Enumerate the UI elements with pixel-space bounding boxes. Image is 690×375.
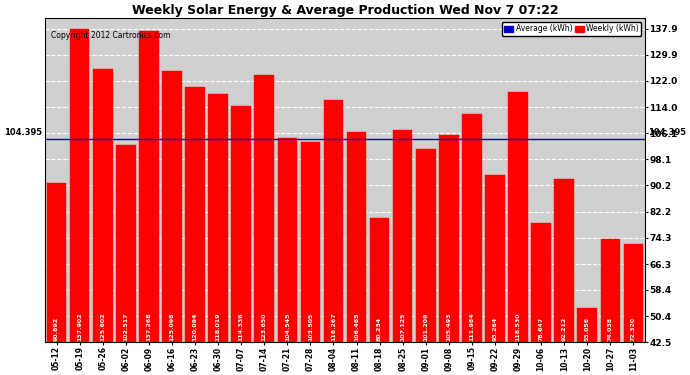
Text: 106.465: 106.465 bbox=[354, 312, 359, 340]
Bar bbox=[393, 130, 413, 375]
Text: 74.038: 74.038 bbox=[608, 316, 613, 340]
Text: 93.264: 93.264 bbox=[493, 316, 497, 340]
Bar bbox=[277, 138, 297, 375]
Text: Copyright 2012 Cartronics.com: Copyright 2012 Cartronics.com bbox=[51, 31, 170, 40]
Bar bbox=[93, 69, 112, 375]
Bar bbox=[554, 179, 574, 375]
Text: 114.336: 114.336 bbox=[239, 312, 244, 340]
Text: 78.647: 78.647 bbox=[539, 316, 544, 340]
Bar bbox=[301, 142, 320, 375]
Bar bbox=[600, 238, 620, 375]
Text: 72.320: 72.320 bbox=[631, 316, 636, 340]
Bar bbox=[324, 100, 343, 375]
Text: 120.094: 120.094 bbox=[193, 312, 197, 340]
Bar bbox=[208, 94, 228, 375]
Text: 102.517: 102.517 bbox=[124, 312, 128, 340]
Bar bbox=[347, 132, 366, 375]
Bar bbox=[416, 149, 435, 375]
Text: 118.530: 118.530 bbox=[515, 312, 520, 340]
Bar bbox=[485, 176, 505, 375]
Bar bbox=[531, 224, 551, 375]
Text: 137.902: 137.902 bbox=[77, 312, 82, 340]
Text: 123.650: 123.650 bbox=[262, 312, 267, 340]
Text: 104.545: 104.545 bbox=[285, 312, 290, 340]
Bar bbox=[162, 70, 181, 375]
Bar bbox=[139, 31, 159, 375]
Bar bbox=[47, 183, 66, 375]
Title: Weekly Solar Energy & Average Production Wed Nov 7 07:22: Weekly Solar Energy & Average Production… bbox=[132, 4, 558, 17]
Bar bbox=[509, 92, 528, 375]
Text: 92.212: 92.212 bbox=[562, 316, 566, 340]
Bar bbox=[255, 75, 274, 375]
Text: 101.209: 101.209 bbox=[423, 312, 428, 340]
Bar bbox=[370, 218, 389, 375]
Legend: Average (kWh), Weekly (kWh): Average (kWh), Weekly (kWh) bbox=[502, 22, 641, 36]
Bar bbox=[624, 244, 643, 375]
Text: 104.395: 104.395 bbox=[648, 128, 686, 137]
Text: 107.125: 107.125 bbox=[400, 312, 405, 340]
Text: 105.493: 105.493 bbox=[446, 312, 451, 340]
Text: 137.268: 137.268 bbox=[146, 312, 151, 340]
Text: 53.056: 53.056 bbox=[584, 316, 590, 340]
Text: 80.234: 80.234 bbox=[377, 316, 382, 340]
Text: 90.892: 90.892 bbox=[54, 316, 59, 340]
Bar bbox=[185, 87, 205, 375]
Text: 125.602: 125.602 bbox=[100, 312, 106, 340]
Text: 116.267: 116.267 bbox=[331, 312, 336, 340]
Bar bbox=[439, 135, 459, 375]
Text: 111.984: 111.984 bbox=[469, 312, 475, 340]
Bar bbox=[578, 308, 597, 375]
Bar bbox=[116, 145, 136, 375]
Bar bbox=[231, 106, 251, 375]
Text: 104.395: 104.395 bbox=[4, 128, 42, 137]
Bar bbox=[462, 114, 482, 375]
Text: 103.505: 103.505 bbox=[308, 312, 313, 340]
Text: 125.098: 125.098 bbox=[170, 312, 175, 340]
Text: 118.019: 118.019 bbox=[215, 312, 221, 340]
Bar bbox=[70, 28, 90, 375]
